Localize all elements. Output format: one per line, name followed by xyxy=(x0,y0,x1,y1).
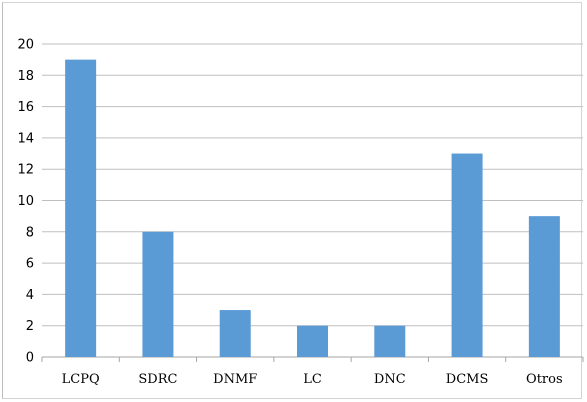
bar-lc xyxy=(297,325,328,357)
x-category-label: LCPQ xyxy=(62,372,100,387)
y-tick-label: 16 xyxy=(17,100,34,115)
y-tick-label: 14 xyxy=(17,131,34,146)
x-category-label: LC xyxy=(303,372,322,387)
bar-dcms xyxy=(451,153,483,357)
bar-otros xyxy=(528,216,560,357)
y-tick-label: 8 xyxy=(26,225,34,240)
bars xyxy=(65,59,560,358)
y-tick-label: 18 xyxy=(17,69,34,84)
y-tick-label: 20 xyxy=(17,38,34,53)
x-category-label: SDRC xyxy=(138,372,177,387)
bar-dnmf xyxy=(219,310,251,357)
x-category-label: DCMS xyxy=(446,372,489,387)
y-tick-label: 4 xyxy=(26,288,34,303)
y-tick-label: 10 xyxy=(17,194,34,209)
y-tick-label: 2 xyxy=(26,319,34,334)
x-category-label: DNC xyxy=(374,372,406,387)
gridlines xyxy=(42,43,583,358)
bar-dnc xyxy=(374,325,406,357)
x-category-label: Otros xyxy=(526,372,563,387)
x-axis-ticks: LCPQ SDRC DNMF LC DNC DCMS Otros xyxy=(41,357,584,387)
bar-lcpq xyxy=(65,59,97,358)
x-category-label: DNMF xyxy=(213,372,257,387)
y-tick-label: 0 xyxy=(26,351,34,366)
y-axis-ticks: 0 2 4 6 8 10 12 14 16 18 20 xyxy=(17,38,34,366)
y-tick-label: 12 xyxy=(17,163,34,178)
y-tick-label: 6 xyxy=(26,257,34,272)
bar-sdrc xyxy=(142,231,174,357)
